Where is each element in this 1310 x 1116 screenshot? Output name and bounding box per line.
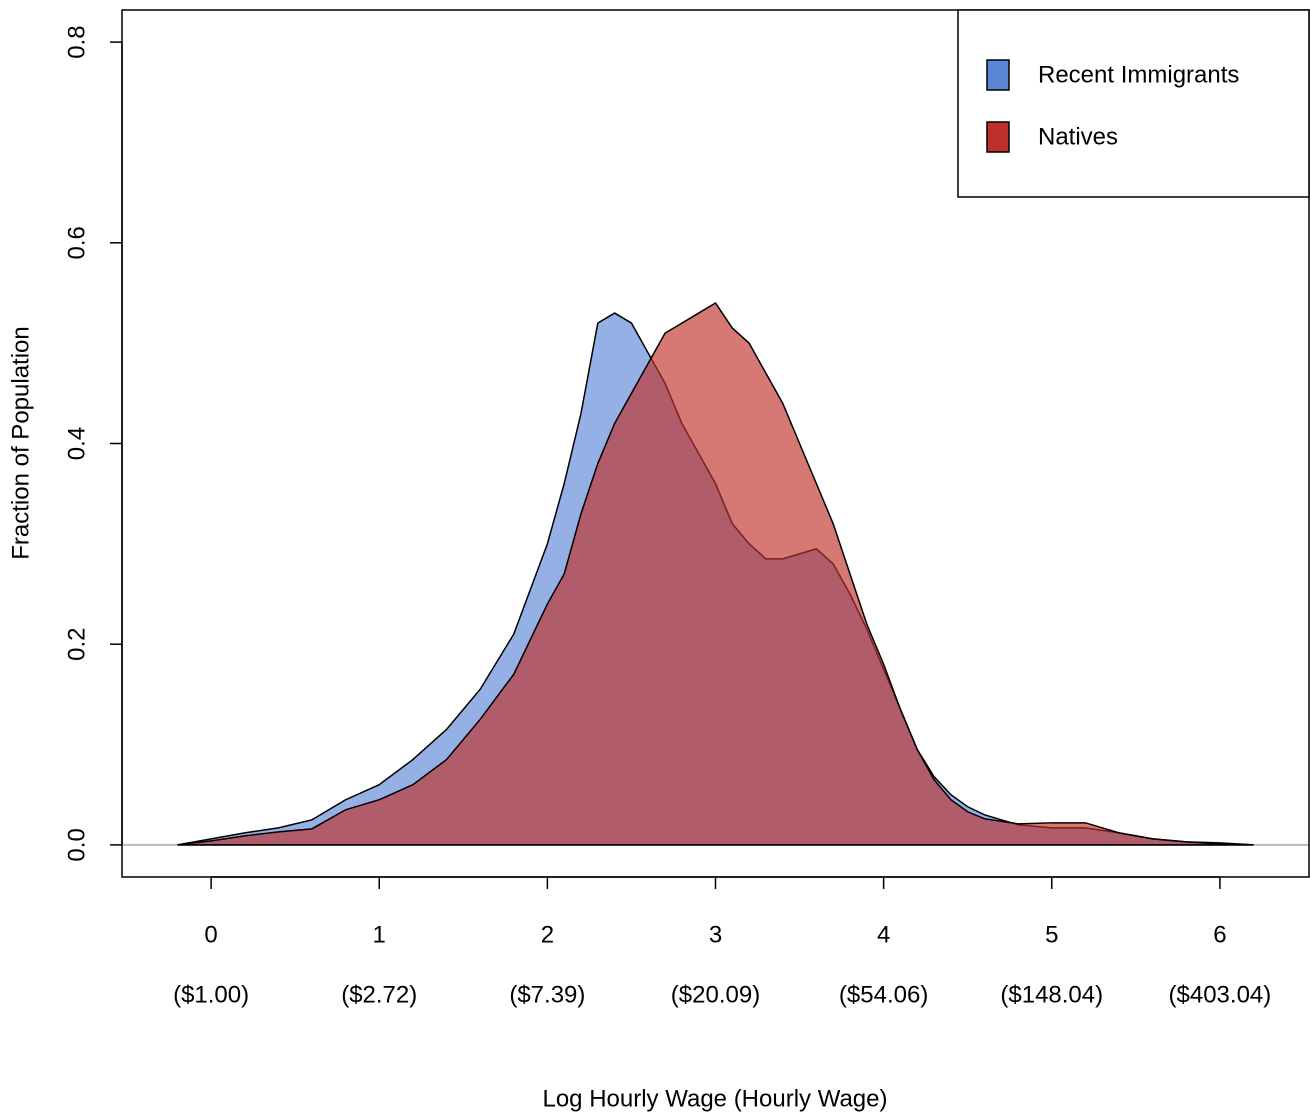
x-axis-title: Log Hourly Wage (Hourly Wage) bbox=[542, 1085, 887, 1112]
x-tick-label: 6 bbox=[1213, 921, 1226, 948]
y-axis-title: Fraction of Population bbox=[7, 326, 34, 559]
x-tick-label: 3 bbox=[709, 921, 722, 948]
y-tick-label: 0.2 bbox=[63, 628, 90, 661]
legend-swatch bbox=[986, 121, 1010, 153]
y-tick-label: 0.4 bbox=[63, 427, 90, 460]
x-tick-sublabel: ($7.39) bbox=[509, 981, 585, 1008]
y-tick-label: 0.0 bbox=[63, 828, 90, 861]
legend-label: Natives bbox=[1038, 123, 1118, 150]
legend: Recent Immigrants Natives bbox=[957, 9, 1310, 198]
x-tick-sublabel: ($1.00) bbox=[173, 981, 249, 1008]
x-tick-label: 1 bbox=[373, 921, 386, 948]
x-tick-sublabel: ($148.04) bbox=[1000, 981, 1103, 1008]
x-tick-sublabel: ($2.72) bbox=[341, 981, 417, 1008]
y-tick-label: 0.8 bbox=[63, 25, 90, 58]
x-tick-label: 2 bbox=[541, 921, 554, 948]
legend-swatch bbox=[986, 59, 1010, 91]
x-tick-sublabel: ($20.09) bbox=[671, 981, 760, 1008]
legend-box bbox=[957, 9, 1310, 198]
x-tick-sublabel: ($54.06) bbox=[839, 981, 928, 1008]
y-tick-label: 0.6 bbox=[63, 226, 90, 259]
x-tick-label: 4 bbox=[877, 921, 890, 948]
density-area bbox=[177, 302, 1254, 846]
x-tick-label: 0 bbox=[204, 921, 217, 948]
x-tick-sublabel: ($403.04) bbox=[1169, 981, 1272, 1008]
x-tick-label: 5 bbox=[1045, 921, 1058, 948]
legend-label: Recent Immigrants bbox=[1038, 61, 1239, 88]
